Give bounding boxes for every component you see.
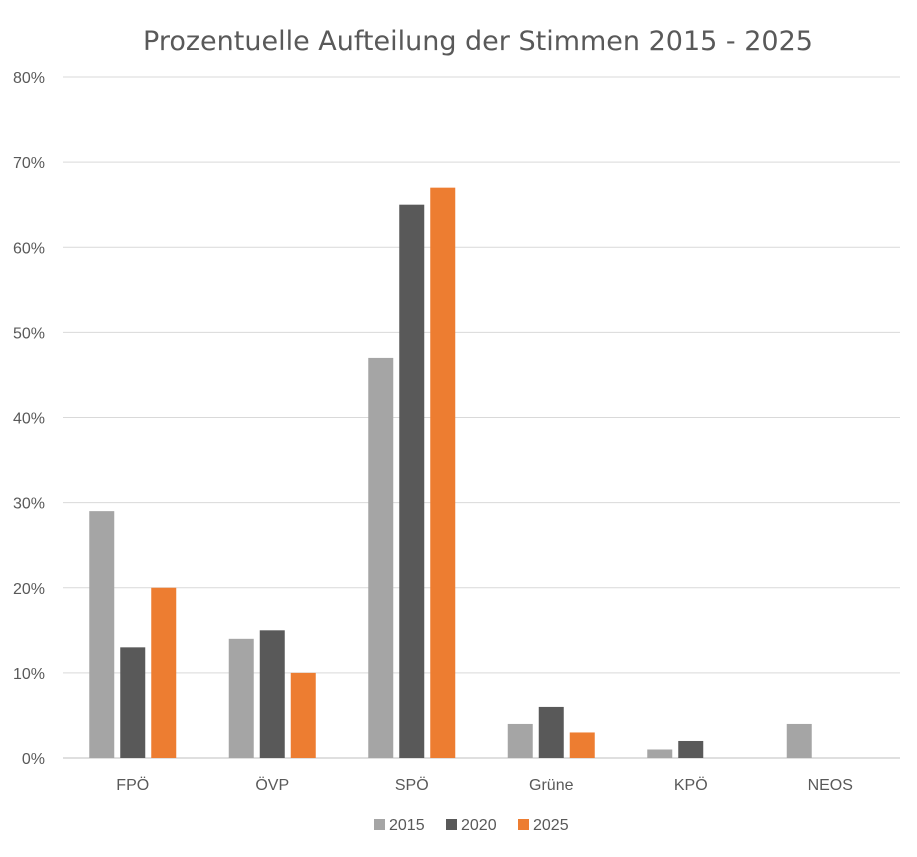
x-tick-label: FPÖ	[116, 776, 149, 794]
y-tick-label: 50%	[13, 325, 45, 342]
bar-2020-3	[538, 706, 564, 758]
bar-2015-4	[647, 749, 673, 758]
bar-2015-0	[89, 511, 115, 758]
bar-2015-1	[228, 638, 254, 758]
y-tick-label: 10%	[13, 666, 45, 683]
y-tick-label: 0%	[22, 751, 45, 768]
bar-2025-2	[430, 187, 456, 759]
legend-label: 2015	[389, 817, 425, 834]
x-tick-label: Grüne	[529, 777, 574, 794]
bars	[89, 187, 812, 759]
x-axis-tick-labels: FPÖ ÖVP SPÖ Grüne KPÖ NEOS	[116, 776, 853, 794]
bar-2025-0	[151, 587, 177, 758]
x-tick-label: ÖVP	[255, 776, 289, 794]
bar-2020-0	[120, 647, 146, 758]
x-tick-label: NEOS	[808, 777, 853, 794]
chart-title: Prozentuelle Aufteilung der Stimmen 2015…	[143, 26, 813, 57]
x-tick-label: SPÖ	[395, 776, 429, 794]
legend-label: 2025	[533, 817, 569, 834]
bar-2015-3	[507, 723, 533, 758]
y-tick-label: 30%	[13, 496, 45, 513]
bar-2020-4	[678, 740, 704, 758]
y-tick-label: 80%	[13, 70, 45, 87]
x-tick-label: KPÖ	[674, 776, 708, 794]
y-tick-label: 20%	[13, 581, 45, 598]
bar-2015-2	[368, 357, 394, 758]
legend: 2015 2020 2025	[374, 817, 569, 834]
y-tick-label: 40%	[13, 411, 45, 428]
bar-2025-3	[569, 732, 595, 758]
bar-2020-2	[399, 204, 425, 758]
gridlines	[63, 76, 900, 759]
legend-label: 2020	[461, 817, 497, 834]
legend-swatch-2025	[518, 819, 529, 830]
y-tick-label: 60%	[13, 240, 45, 257]
y-axis-tick-labels: 0% 10% 20% 30% 40% 50% 60% 70% 80%	[13, 70, 45, 768]
legend-swatch-2015	[374, 819, 385, 830]
legend-swatch-2020	[446, 819, 457, 830]
bar-2015-5	[786, 723, 812, 758]
bar-2020-1	[259, 630, 285, 758]
y-tick-label: 70%	[13, 155, 45, 172]
bar-2025-1	[290, 672, 316, 758]
